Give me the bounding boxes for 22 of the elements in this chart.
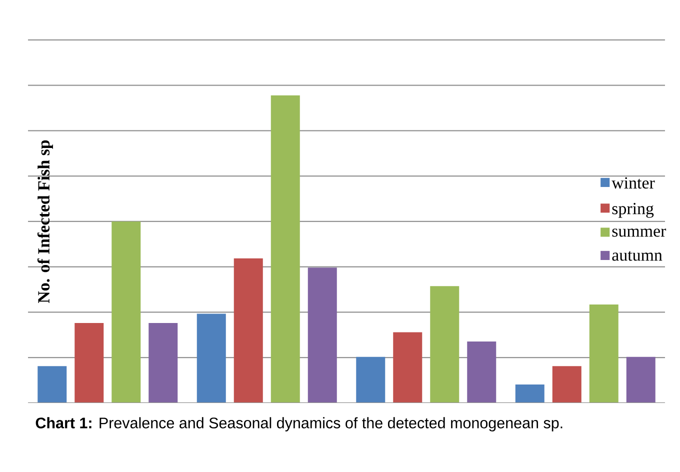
bar (552, 366, 582, 403)
bar (74, 323, 104, 403)
text: Chart 1: Prevalence and Seasonal dynamics of the detected monogenean sp. (36, 417, 562, 432)
bar (148, 323, 178, 403)
legend-label: summer (612, 228, 666, 237)
legend-label: spring (612, 202, 654, 218)
bar (112, 221, 141, 403)
bar (430, 286, 460, 403)
bar (467, 341, 496, 403)
legend-label: winter (612, 177, 655, 189)
bar (234, 258, 263, 403)
bar (308, 268, 337, 403)
bar (393, 332, 422, 403)
bar (196, 314, 226, 403)
bar (270, 95, 300, 403)
bar (356, 356, 386, 403)
bar (515, 384, 544, 403)
bar (626, 356, 656, 403)
y-axis-title: No. of Infected Fish sp (37, 140, 53, 304)
bar (38, 366, 67, 403)
legend-label: autumn (612, 251, 662, 261)
bar (589, 304, 618, 403)
